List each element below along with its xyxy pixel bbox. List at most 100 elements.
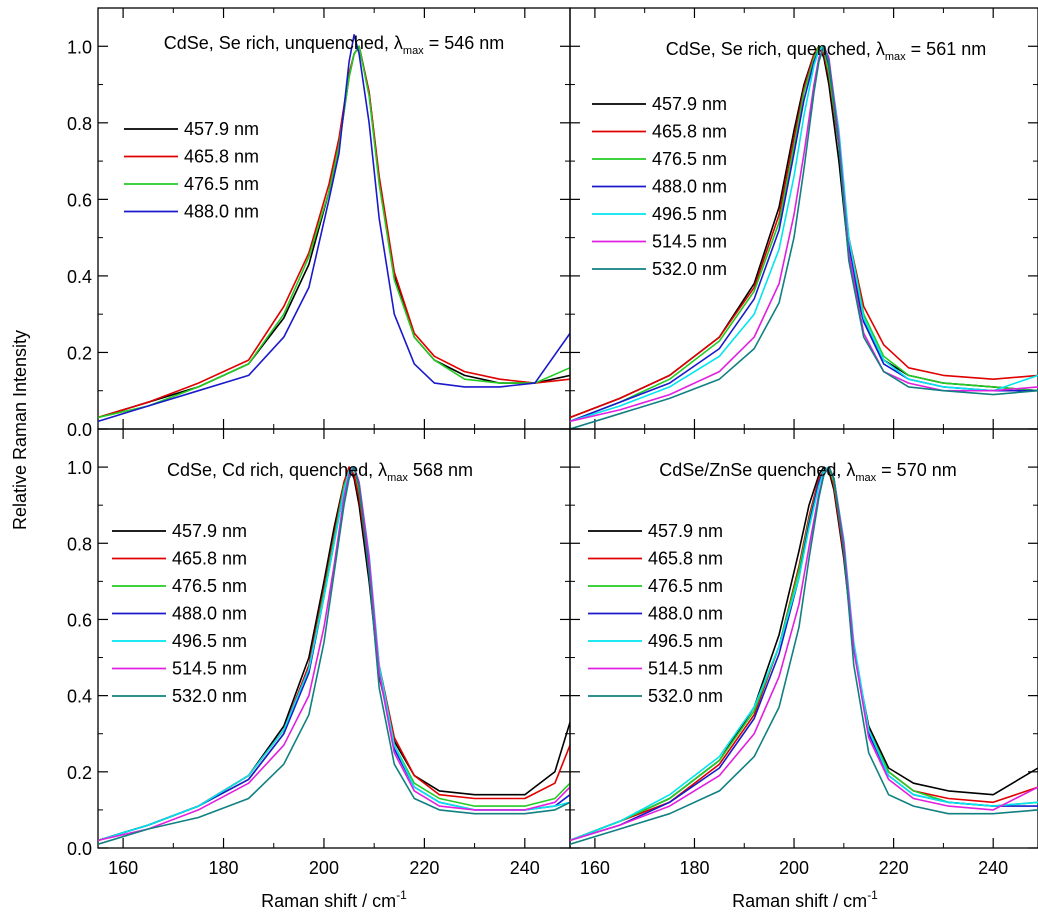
y-tick-label: 0.2	[67, 343, 92, 363]
panel-title-suffix: = 561 nm	[906, 39, 987, 59]
plot-frame	[569, 7, 1038, 430]
x-axis-title-left-sup: -1	[396, 888, 407, 902]
panels: 0.0 0.2 0.4 0.6 0.8 1.0 CdSe, Se rich, unquenc…	[67, 7, 1038, 878]
panel-4: 160 180 200 220 240 CdSe/ZnSe quenched, λmax …	[569, 428, 1038, 878]
panel-title: CdSe, Cd rich, quenched, λmax 568 nm	[167, 460, 473, 484]
legend-label: 488.0 nm	[648, 604, 723, 624]
panel-2: CdSe, Se rich, quenched, λmax = 561 nm 45…	[569, 7, 1038, 430]
y-tick-label: 0.4	[67, 687, 92, 707]
plot-frame	[97, 7, 571, 430]
series-line-5320	[570, 466, 1038, 845]
plot-frame	[569, 428, 1038, 849]
y-tick-label: 0.8	[67, 114, 92, 134]
legend-label: 514.5 nm	[652, 232, 727, 252]
legend-label: 465.8 nm	[172, 549, 247, 569]
panel-title-prefix: CdSe, Se rich, quenched, λ	[666, 39, 885, 59]
legend-label: 457.9 nm	[652, 94, 727, 114]
series-line-4579	[570, 466, 1038, 842]
legend-label: 532.0 nm	[172, 686, 247, 706]
x-axis-title-right: Raman shift / cm-1	[732, 888, 878, 911]
x-tick-label: 220	[409, 858, 439, 878]
series-line-4658	[98, 45, 570, 419]
panel-title-prefix: CdSe, Cd rich, quenched, λ	[167, 460, 387, 480]
series-line-4579	[98, 466, 570, 842]
x-tick-label: 200	[779, 858, 809, 878]
series-line-4965	[570, 45, 1038, 423]
legend-label: 476.5 nm	[648, 576, 723, 596]
legend-label: 496.5 nm	[172, 631, 247, 651]
legend-label: 457.9 nm	[184, 119, 259, 139]
panel-title-suffix: = 546 nm	[424, 33, 505, 53]
legend-label: 514.5 nm	[648, 659, 723, 679]
panel-title-prefix: CdSe/ZnSe quenched, λ	[659, 460, 855, 480]
legend-label: 465.8 nm	[184, 147, 259, 167]
x-tick-label: 180	[209, 858, 239, 878]
x-axis-title-right-sup: -1	[867, 888, 878, 902]
y-tick-label: 0.2	[67, 763, 92, 783]
y-tick-label: 1.0	[67, 458, 92, 478]
y-tick-label: 0.0	[67, 420, 92, 440]
x-axis-title-right-main: Raman shift / cm	[732, 891, 867, 911]
panel-title-sub: max	[855, 472, 876, 484]
y-tick-label: 0.6	[67, 610, 92, 630]
panel-title-prefix: CdSe, Se rich, unquenched, λ	[164, 33, 403, 53]
series-line-4579	[98, 45, 570, 419]
y-tick-label: 1.0	[67, 37, 92, 57]
series-line-5320	[570, 45, 1038, 429]
panel-3: 160 180 200 220 240 0.0 0.2 0.4 0.6 0.8 1.0 CdSe, C…	[67, 428, 571, 878]
x-tick-label: 160	[580, 858, 610, 878]
series-line-5320	[98, 466, 570, 845]
panel-title-suffix: = 570 nm	[876, 460, 957, 480]
y-tick-label: 0.6	[67, 190, 92, 210]
series-line-5145	[98, 466, 570, 842]
series-line-4658	[570, 466, 1038, 842]
series-line-4880	[570, 466, 1038, 842]
x-tick-label: 200	[309, 858, 339, 878]
y-tick-label: 0.4	[67, 267, 92, 287]
legend-label: 476.5 nm	[652, 149, 727, 169]
x-tick-label: 180	[679, 858, 709, 878]
panel-title: CdSe, Se rich, unquenched, λmax = 546 nm	[164, 33, 505, 57]
legend-label: 476.5 nm	[184, 174, 259, 194]
panel-title-sub: max	[885, 51, 906, 63]
legend-label: 496.5 nm	[648, 631, 723, 651]
y-tick-label: 0.8	[67, 534, 92, 554]
series-line-4965	[98, 466, 570, 842]
y-axis-title: Relative Raman Intensity	[10, 330, 30, 530]
x-tick-label: 240	[510, 858, 540, 878]
legend-label: 465.8 nm	[648, 549, 723, 569]
panel-title-suffix: 568 nm	[408, 460, 473, 480]
panel-title-sub: max	[387, 472, 408, 484]
series-line-4880	[98, 466, 570, 842]
y-tick-label: 0.0	[67, 839, 92, 859]
legend-label: 476.5 nm	[172, 576, 247, 596]
plot-frame	[97, 428, 571, 849]
legend-label: 514.5 nm	[172, 659, 247, 679]
panel-title: CdSe/ZnSe quenched, λmax = 570 nm	[659, 460, 956, 484]
series-line-4765	[98, 466, 570, 842]
x-tick-label: 220	[879, 858, 909, 878]
series-line-4765	[570, 466, 1038, 842]
legend-label: 488.0 nm	[172, 604, 247, 624]
legend-label: 532.0 nm	[648, 686, 723, 706]
legend-label: 465.8 nm	[652, 122, 727, 142]
legend-label: 532.0 nm	[652, 259, 727, 279]
series-line-4880	[570, 45, 1038, 423]
legend-label: 488.0 nm	[184, 202, 259, 222]
panel-title-sub: max	[403, 45, 424, 57]
legend-label: 488.0 nm	[652, 177, 727, 197]
series-line-4880	[98, 33, 570, 423]
x-tick-label: 240	[978, 858, 1008, 878]
series-line-4765	[98, 45, 570, 419]
series-line-5145	[570, 466, 1038, 842]
x-axis-title-left-main: Raman shift / cm	[261, 891, 396, 911]
panel-1: 0.0 0.2 0.4 0.6 0.8 1.0 CdSe, Se rich, unquenc…	[67, 7, 571, 440]
legend-label: 457.9 nm	[648, 521, 723, 541]
series-line-4658	[98, 466, 570, 842]
series-line-4965	[570, 466, 1038, 842]
x-tick-label: 160	[108, 858, 138, 878]
panel-title: CdSe, Se rich, quenched, λmax = 561 nm	[666, 39, 986, 63]
legend-label: 457.9 nm	[172, 521, 247, 541]
x-axis-title-left: Raman shift / cm-1	[261, 888, 407, 911]
